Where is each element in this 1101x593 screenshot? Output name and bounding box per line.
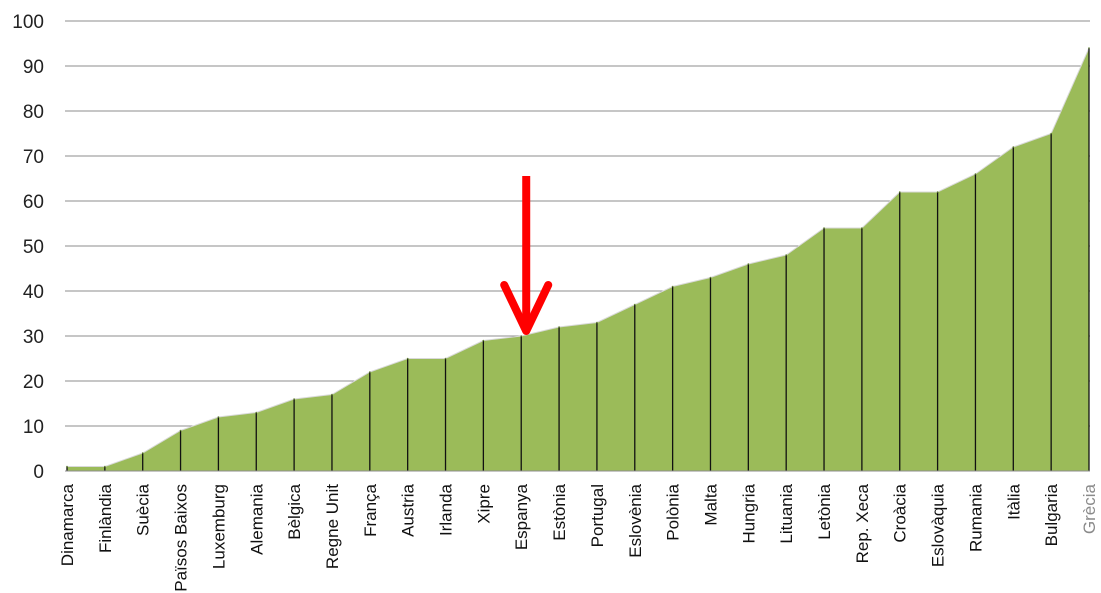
x-tick-label-Portugal: Portugal [588,484,607,547]
x-tick-label-Luxemburg: Luxemburg [209,484,228,569]
y-tick-label-0: 0 [33,462,44,483]
data-point-Croàcia [898,191,901,193]
y-tick-label-100: 100 [12,12,44,33]
data-point-Finlàndia [104,465,106,468]
drop-lines [66,47,1090,471]
x-tick-label-Itàlia: Itàlia [1004,483,1023,519]
data-point-Bèlgica [293,398,295,400]
data-point-Rumania [974,173,977,175]
y-tick-label-80: 80 [23,102,44,123]
data-point-Bulgaria [1050,132,1052,135]
data-point-Regne Unit [331,393,333,396]
data-point-Alemania [255,411,258,414]
x-tick-label-Austria: Austria [399,483,418,536]
y-tick-label-20: 20 [23,372,44,393]
x-tick-label-Polònia: Polònia [664,483,683,540]
data-point-Espanya [520,335,523,337]
data-point-Xipre [482,339,485,342]
data-point-Portugal [596,321,598,324]
data-point-França [369,371,371,373]
y-tick-label-50: 50 [23,237,44,258]
data-point-Eslovàquia [936,191,939,193]
data-point-Polònia [671,285,674,288]
x-tick-label-Grècia: Grècia [1080,483,1099,534]
x-tick-label-Xipre: Xipre [474,484,493,524]
data-point-Eslovènia [633,303,636,306]
data-point-Lituania [785,254,787,256]
x-tick-label-Finlàndia: Finlàndia [96,483,115,553]
x-tick-label-Lituania: Lituania [777,483,796,543]
data-point-Països Baixos [179,429,182,432]
data-point-Malta [709,276,712,279]
x-tick-label-Dinamarca: Dinamarca [58,483,77,566]
x-tick-label-Regne Unit: Regne Unit [323,484,342,569]
x-tick-label-Croàcia: Croàcia [891,483,910,542]
x-tick-label-Rumania: Rumania [966,483,985,552]
data-point-Luxemburg [217,416,220,418]
x-axis-tick-labels: Dinamarca Finlàndia Suècia Països Baixos Lux… [58,483,1099,591]
x-tick-label-Estònia: Estònia [550,483,569,540]
data-point-Rep. Xeca [861,227,863,229]
x-tick-label-Alemania: Alemania [247,483,266,554]
x-tick-label-Bèlgica: Bèlgica [285,483,304,539]
arrow-head [500,281,553,335]
data-point-Grècia [1088,47,1090,49]
x-tick-label-Malta: Malta [701,483,720,525]
annotation-layer [500,176,553,335]
x-tick-label-Rep. Xeca: Rep. Xeca [853,483,872,563]
data-point-Suècia [141,452,144,454]
x-tick-label-Irlanda: Irlanda [437,483,456,536]
y-tick-label-10: 10 [23,417,44,438]
data-point-Austria [406,357,409,360]
data-point-Itàlia [1012,146,1015,148]
x-tick-label-Suècia: Suècia [134,483,153,536]
y-tick-label-30: 30 [23,327,44,348]
y-axis-tick-labels: 0 10 20 30 40 50 60 70 80 90 100 [12,12,44,483]
y-tick-label-40: 40 [23,282,44,303]
x-tick-label-Hungria: Hungria [739,483,758,543]
x-tick-label-Letònia: Letònia [815,483,834,539]
x-tick-label-Bulgaria: Bulgaria [1042,483,1061,546]
data-point-Letònia [823,227,825,229]
data-point-Hungria [747,263,750,265]
y-tick-label-70: 70 [23,147,44,168]
data-point-Dinamarca [66,465,68,468]
x-tick-label-França: França [361,483,380,536]
data-point-Estònia [558,326,560,328]
data-point-Irlanda [444,357,447,360]
y-tick-label-90: 90 [23,57,44,78]
x-tick-label-Països Baixos: Països Baixos [172,484,191,592]
y-tick-label-60: 60 [23,192,44,213]
x-tick-label-Eslovàquia: Eslovàquia [929,483,948,567]
x-tick-label-Espanya: Espanya [512,483,531,550]
x-tick-label-Eslovènia: Eslovènia [626,483,645,557]
gridlines [65,20,1090,427]
